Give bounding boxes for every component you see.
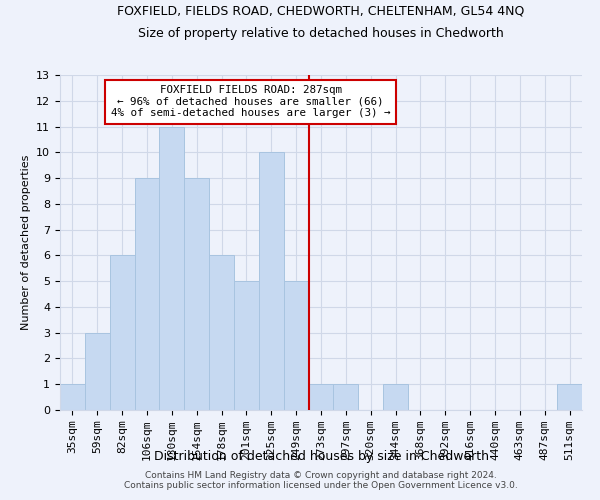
Bar — [383, 384, 408, 410]
Bar — [134, 178, 160, 410]
Bar — [259, 152, 284, 410]
Bar — [110, 256, 134, 410]
Text: Size of property relative to detached houses in Chedworth: Size of property relative to detached ho… — [138, 28, 504, 40]
Y-axis label: Number of detached properties: Number of detached properties — [20, 155, 31, 330]
Bar — [557, 384, 582, 410]
Bar — [308, 384, 334, 410]
Bar — [334, 384, 358, 410]
Text: Distribution of detached houses by size in Chedworth: Distribution of detached houses by size … — [154, 450, 488, 463]
Text: FOXFIELD FIELDS ROAD: 287sqm
← 96% of detached houses are smaller (66)
4% of sem: FOXFIELD FIELDS ROAD: 287sqm ← 96% of de… — [111, 85, 390, 118]
Bar — [234, 281, 259, 410]
Bar — [284, 281, 308, 410]
Bar — [160, 126, 184, 410]
Bar — [60, 384, 85, 410]
Bar — [184, 178, 209, 410]
Bar — [85, 332, 110, 410]
Bar — [209, 256, 234, 410]
Text: Contains HM Land Registry data © Crown copyright and database right 2024.
Contai: Contains HM Land Registry data © Crown c… — [124, 470, 518, 490]
Text: FOXFIELD, FIELDS ROAD, CHEDWORTH, CHELTENHAM, GL54 4NQ: FOXFIELD, FIELDS ROAD, CHEDWORTH, CHELTE… — [118, 5, 524, 18]
